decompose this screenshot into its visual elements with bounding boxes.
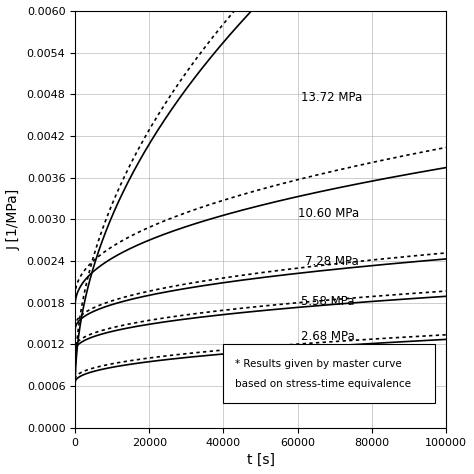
Text: * Results given by master curve: * Results given by master curve (235, 359, 401, 369)
Text: 10.60 MPa: 10.60 MPa (298, 207, 359, 220)
Y-axis label: J [1/MPa]: J [1/MPa] (7, 189, 21, 250)
Text: 5.58 MPa: 5.58 MPa (301, 295, 355, 308)
Text: 13.72 MPa: 13.72 MPa (301, 91, 363, 104)
Text: 7.28 MPa: 7.28 MPa (305, 255, 359, 267)
Text: based on stress-time equivalence: based on stress-time equivalence (235, 379, 410, 389)
Bar (223, 345, 435, 403)
X-axis label: t [s]: t [s] (246, 453, 274, 467)
Text: 2.68 MPa: 2.68 MPa (301, 329, 355, 343)
